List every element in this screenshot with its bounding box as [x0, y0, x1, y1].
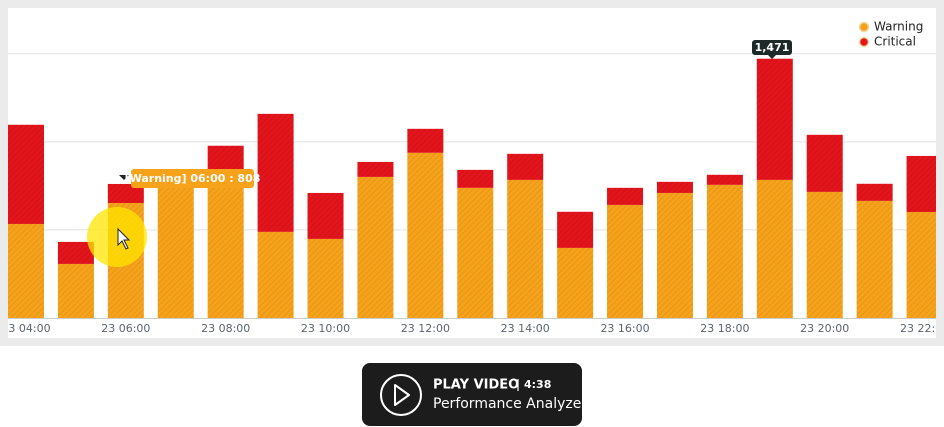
x-tick-label: 23 06:00: [101, 322, 150, 335]
bar-hatch: [557, 211, 594, 248]
value-tooltip-text: 1,471: [755, 41, 790, 54]
bar-hatch: [906, 211, 936, 318]
bar-hatch: [207, 187, 244, 318]
bar-hatch: [507, 153, 544, 180]
x-tick-label: 23 12:00: [401, 322, 450, 335]
cursor: [117, 227, 131, 250]
button-duration[interactable]: 4:38: [524, 378, 551, 391]
bar-hatch: [756, 58, 793, 180]
bar-hatch: [607, 204, 644, 318]
bar-hatch: [307, 238, 344, 318]
button-label[interactable]: PLAY VIDEO: [433, 378, 519, 393]
legend-label: Critical: [874, 35, 916, 49]
bar-hatch: [706, 184, 743, 318]
bar-hatch: [407, 152, 444, 318]
value-tooltip-arrow: [768, 55, 776, 59]
bar-hatch: [507, 179, 544, 318]
bar-hatch: [856, 200, 893, 318]
bar-hatch: [157, 187, 194, 318]
bar-hatch: [756, 179, 793, 318]
bar-hatch: [656, 192, 693, 318]
bar-hatch: [457, 187, 494, 318]
bar-hatch: [856, 183, 893, 201]
bar-hatch: [457, 169, 494, 188]
warning-tooltip: [131, 169, 254, 188]
bar-hatch: [257, 113, 294, 232]
play-icon[interactable]: [394, 384, 410, 406]
bar-hatch: [257, 231, 294, 318]
legend-marker: [858, 36, 870, 48]
button-title[interactable]: Performance Analyzer: [433, 396, 587, 412]
x-tick-label: 23 14:00: [501, 322, 550, 335]
bar-hatch: [806, 191, 843, 318]
cursor-highlight: [87, 207, 147, 267]
bar-hatch: [706, 174, 743, 185]
x-tick-label: 23 20:00: [800, 322, 849, 335]
warning-tooltip-text: [Warning] 06:00 : 808: [125, 172, 261, 185]
bar-hatch: [557, 247, 594, 318]
bar-hatch: [307, 192, 344, 239]
x-tick-label: 23 22:00: [900, 322, 944, 335]
legend-marker: [858, 21, 870, 33]
bar-hatch: [57, 263, 94, 318]
x-tick-label: 23 18:00: [700, 322, 749, 335]
plot: 23 04:00 23 06:00 23 08:00 23 10:00 23 12:00…: [1, 53, 944, 335]
button-background[interactable]: [362, 363, 582, 426]
play-circle[interactable]: [380, 374, 422, 416]
x-tick-label: 23 16:00: [600, 322, 649, 335]
bar-hatch: [906, 155, 936, 212]
x-tick-label: 23 04:00: [1, 322, 50, 335]
bar-hatch: [8, 124, 44, 224]
bar-hatch: [57, 241, 94, 264]
legend-label: Warning: [874, 20, 923, 34]
bar-hatch: [107, 183, 144, 203]
bar-hatch: [357, 161, 394, 177]
bar-hatch: [357, 176, 394, 318]
bar-hatch: [806, 134, 843, 192]
bar-hatch: [607, 187, 644, 205]
x-tick-label: 23 08:00: [201, 322, 250, 335]
tooltip-arrow: [119, 175, 129, 180]
x-tick-label: 23 10:00: [301, 322, 350, 335]
play-video-button[interactable]: PLAY VIDEO 4:38 Performance Analyzer: [362, 363, 587, 426]
value-tooltip: [752, 40, 792, 55]
bar-hatch: [656, 181, 693, 193]
bar-hatch: [407, 128, 444, 153]
bar-hatch: [8, 223, 44, 318]
